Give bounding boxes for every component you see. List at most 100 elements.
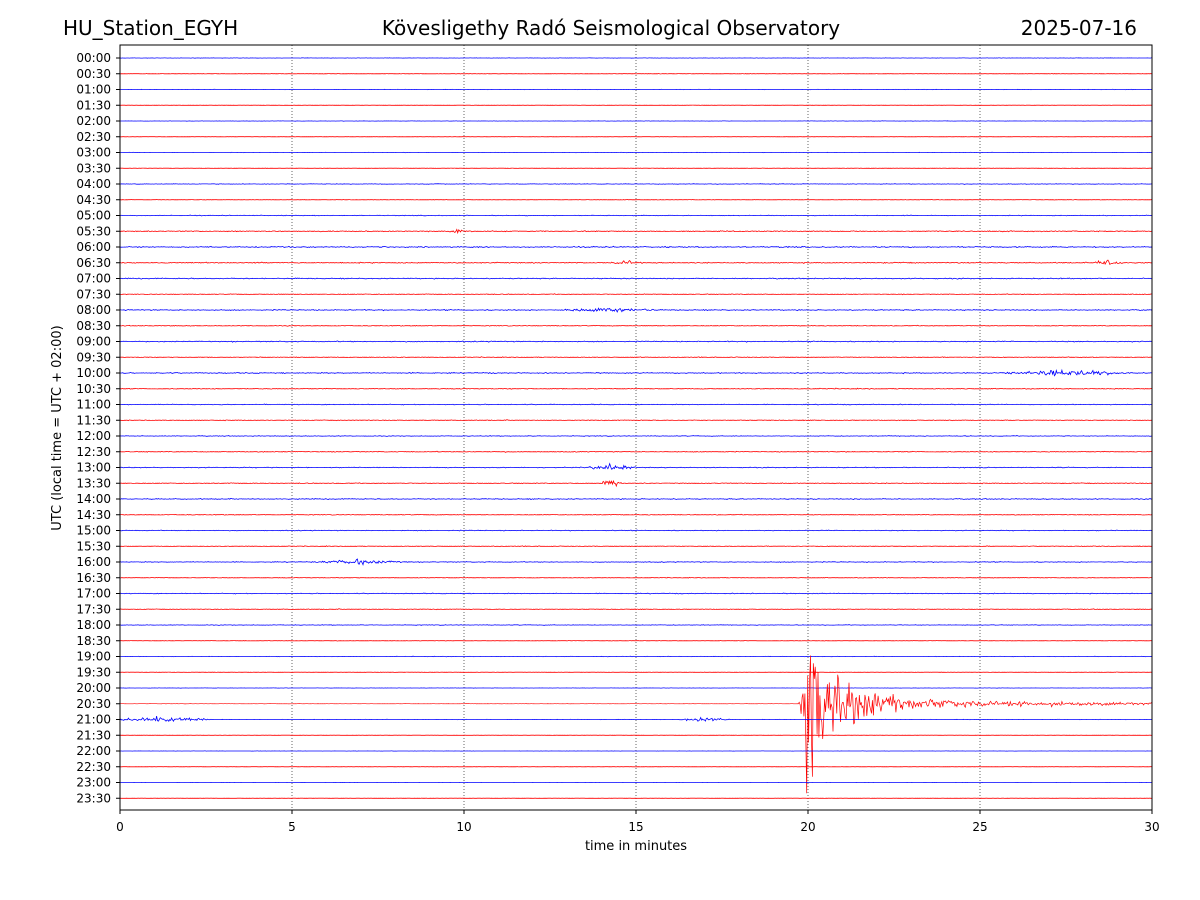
row-label-0530: 05:30	[76, 224, 111, 238]
row-label-1400: 14:00	[76, 492, 111, 506]
trace-0630	[120, 259, 1152, 266]
seismic-traces	[120, 57, 1152, 799]
row-label-1630: 16:30	[76, 571, 111, 585]
row-label-0030: 00:30	[76, 67, 111, 81]
row-label-1930: 19:30	[76, 665, 111, 679]
row-label-2030: 20:30	[76, 697, 111, 711]
x-tick-label: 5	[288, 820, 296, 834]
row-label-0200: 02:00	[76, 114, 111, 128]
row-label-1730: 17:30	[76, 602, 111, 616]
row-label-1430: 14:30	[76, 508, 111, 522]
trace-0700	[120, 277, 1152, 280]
row-label-1530: 15:30	[76, 539, 111, 553]
trace-0800	[120, 307, 1152, 313]
x-tick-label: 15	[628, 820, 643, 834]
trace-0430	[120, 199, 1152, 201]
row-label-1100: 11:00	[76, 398, 111, 412]
gridlines	[291, 45, 981, 810]
row-label-1130: 11:30	[76, 413, 111, 427]
chart-date: 2025-07-16	[1021, 16, 1137, 40]
row-label-1700: 17:00	[76, 587, 111, 601]
station-name: HU_Station_EGYH	[63, 16, 238, 40]
x-tick-label: 0	[116, 820, 124, 834]
row-label-1200: 12:00	[76, 429, 111, 443]
trace-1500	[120, 529, 1152, 532]
row-label-1900: 19:00	[76, 650, 111, 664]
row-label-2230: 22:30	[76, 760, 111, 774]
trace-1700	[120, 592, 1152, 595]
trace-1230	[120, 450, 1152, 453]
trace-0330	[120, 167, 1152, 169]
row-label-0400: 04:00	[76, 177, 111, 191]
trace-1930	[120, 671, 1152, 673]
trace-2030	[120, 655, 1152, 794]
trace-1130	[120, 419, 1152, 422]
row-label-0300: 03:00	[76, 146, 111, 160]
x-tick-label: 20	[800, 820, 815, 834]
row-label-0600: 06:00	[76, 240, 111, 254]
row-label-0830: 08:30	[76, 319, 111, 333]
row-label-1600: 16:00	[76, 555, 111, 569]
row-label-2100: 21:00	[76, 713, 111, 727]
trace-1100	[120, 403, 1152, 406]
trace-2100	[120, 716, 1152, 723]
row-label-1000: 10:00	[76, 366, 111, 380]
trace-1430	[120, 513, 1152, 516]
row-label-1330: 13:30	[76, 476, 111, 490]
trace-0830	[120, 324, 1152, 327]
trace-1900	[120, 655, 1152, 658]
row-label-2130: 21:30	[76, 728, 111, 742]
row-label-2300: 23:00	[76, 776, 111, 790]
row-label-2330: 23:30	[76, 791, 111, 805]
trace-0900	[120, 340, 1152, 343]
row-label-0130: 01:30	[76, 98, 111, 112]
trace-1200	[120, 435, 1152, 437]
row-label-0230: 02:30	[76, 130, 111, 144]
row-label-0900: 09:00	[76, 335, 111, 349]
trace-1330	[120, 479, 1152, 488]
trace-0400	[120, 183, 1152, 185]
x-tick-label: 30	[1144, 820, 1159, 834]
trace-1400	[120, 497, 1152, 501]
row-label-1230: 12:30	[76, 445, 111, 459]
trace-0530	[120, 228, 1152, 235]
row-label-0000: 00:00	[76, 51, 111, 65]
trace-1630	[120, 576, 1152, 579]
trace-1600	[120, 558, 1152, 566]
row-label-0700: 07:00	[76, 272, 111, 286]
x-tick-label: 10	[456, 820, 471, 834]
trace-0730	[120, 293, 1152, 296]
row-label-0630: 06:30	[76, 256, 111, 270]
trace-0030	[120, 73, 1152, 75]
trace-1830	[120, 640, 1152, 642]
row-label-0800: 08:00	[76, 303, 111, 317]
row-label-0100: 01:00	[76, 83, 111, 97]
trace-1530	[120, 545, 1152, 548]
row-label-1500: 15:00	[76, 524, 111, 538]
row-label-0500: 05:00	[76, 209, 111, 223]
trace-0930	[120, 356, 1152, 359]
x-axis-label: time in minutes	[585, 839, 687, 854]
x-axis-ticks: 0 5 10 15 20 25 30	[116, 810, 1160, 834]
trace-1000	[120, 368, 1152, 377]
row-label-1030: 10:30	[76, 382, 111, 396]
row-label-0730: 07:30	[76, 287, 111, 301]
trace-1730	[120, 608, 1152, 611]
trace-0600	[120, 245, 1152, 249]
row-label-2200: 22:00	[76, 744, 111, 758]
trace-1300	[120, 462, 1152, 471]
row-label-1800: 18:00	[76, 618, 111, 632]
row-label-1300: 13:00	[76, 461, 111, 475]
x-tick-label: 25	[972, 820, 987, 834]
trace-1800	[120, 624, 1152, 626]
trace-1030	[120, 387, 1152, 390]
row-label-0930: 09:30	[76, 350, 111, 364]
trace-0500	[120, 214, 1152, 217]
row-label-2000: 20:00	[76, 681, 111, 695]
row-label-1830: 18:30	[76, 634, 111, 648]
chart-title: Kövesligethy Radó Seismological Observat…	[382, 16, 840, 40]
y-axis-label: UTC (local time = UTC + 02:00)	[50, 325, 65, 530]
row-label-0330: 03:30	[76, 161, 111, 175]
